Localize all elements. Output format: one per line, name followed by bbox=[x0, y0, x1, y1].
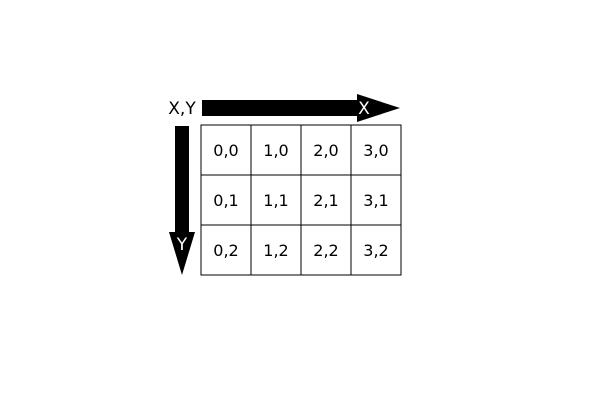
x-axis-label: X bbox=[358, 99, 370, 119]
grid-cell-label: 0,0 bbox=[213, 141, 238, 160]
grid-cell-label: 2,0 bbox=[313, 141, 338, 160]
grid-cell-label: 2,2 bbox=[313, 241, 338, 260]
grid-cell-label: 0,1 bbox=[213, 191, 238, 210]
grid-cell-label: 3,1 bbox=[363, 191, 388, 210]
grid-cell-label: 1,1 bbox=[263, 191, 288, 210]
origin-label: X,Y bbox=[168, 99, 196, 119]
y-axis-arrow bbox=[169, 126, 195, 275]
grid-cell-label: 3,0 bbox=[363, 141, 388, 160]
grid-cell-label: 1,0 bbox=[263, 141, 288, 160]
x-axis-arrow bbox=[202, 94, 400, 122]
grid-cell-label: 2,1 bbox=[313, 191, 338, 210]
y-axis-label: Y bbox=[176, 235, 188, 255]
grid-cell-label: 1,2 bbox=[263, 241, 288, 260]
coordinate-grid: 0,0 1,0 2,0 3,0 0,1 1,1 2,1 3,1 0,2 1,2 2,2 3,2 bbox=[200, 124, 402, 276]
grid-cell-label: 0,2 bbox=[213, 241, 238, 260]
grid-cell-label: 3,2 bbox=[363, 241, 388, 260]
